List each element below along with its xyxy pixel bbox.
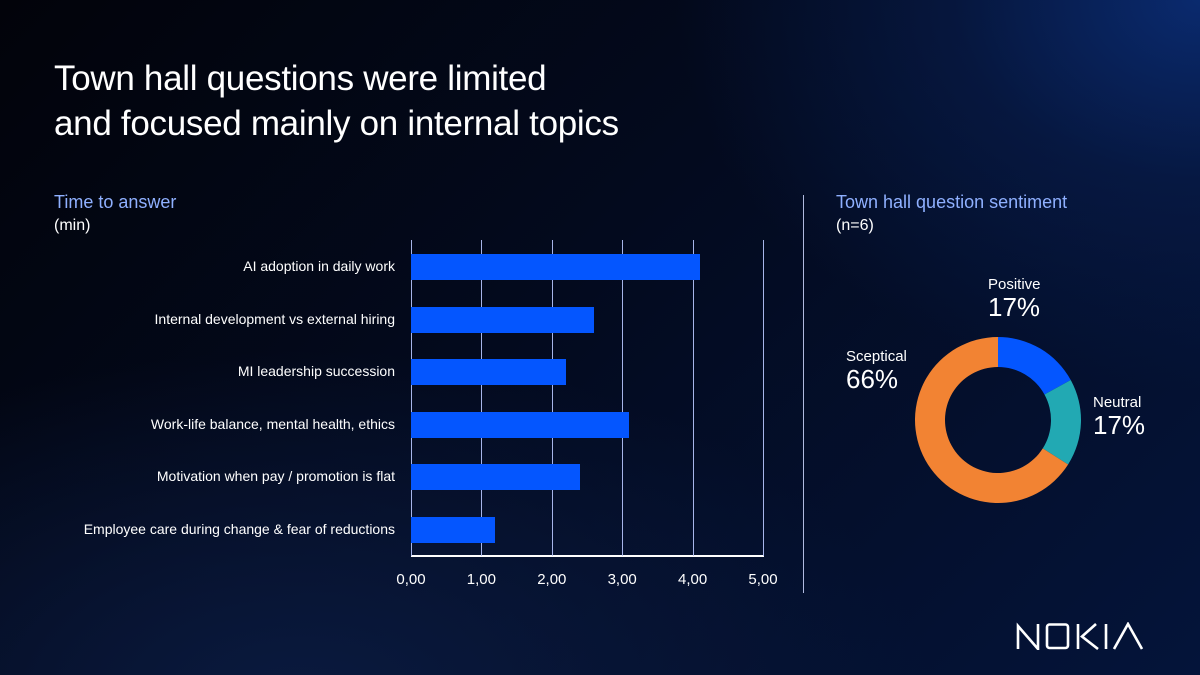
- bar-category-label: Internal development vs external hiring: [154, 310, 395, 327]
- slide-title: Town hall questions were limited and foc…: [54, 56, 619, 146]
- pie-label-positive-value: 17%: [988, 292, 1041, 322]
- bar: [411, 254, 700, 280]
- pie-label-sceptical-name: Sceptical: [846, 348, 907, 365]
- gridline: [481, 240, 482, 556]
- x-axis-line: [411, 555, 764, 557]
- pie-label-neutral-name: Neutral: [1093, 394, 1142, 411]
- slide-title-line-2: and focused mainly on internal topics: [54, 104, 619, 143]
- bar-category-label: Work-life balance, mental health, ethics: [150, 415, 395, 432]
- bar-category-label: AI adoption in daily work: [243, 258, 395, 274]
- bar-chart-title: Time to answer: [54, 192, 177, 212]
- gridline: [622, 240, 623, 556]
- panel-divider: [803, 195, 804, 593]
- bar: [411, 464, 580, 490]
- pie-label-positive: Positive 17%: [988, 276, 1041, 321]
- bar-chart-unit: (min): [54, 217, 91, 234]
- donut-chart-title: Town hall question sentiment: [836, 192, 1068, 212]
- nokia-logo-icon: [1016, 621, 1144, 653]
- pie-label-positive-name: Positive: [988, 276, 1041, 293]
- gridline: [411, 240, 412, 556]
- donut-svg: [915, 337, 1081, 503]
- pie-label-neutral: Neutral 17%: [1093, 394, 1145, 439]
- bar-category-label: MI leadership succession: [237, 363, 395, 379]
- donut-segment-positive: [998, 337, 1071, 395]
- gridline: [763, 240, 764, 556]
- donut-chart-subtitle: (n=6): [836, 217, 874, 234]
- x-axis-tick-label: 4,00: [677, 571, 708, 588]
- x-axis-tick-label: 5,00: [748, 571, 778, 588]
- bar: [411, 411, 629, 438]
- bar-chart: [411, 240, 764, 557]
- pie-label-neutral-value: 17%: [1093, 410, 1146, 440]
- x-axis-tick-label: 3,00: [607, 571, 637, 588]
- gridline: [552, 240, 553, 556]
- x-axis-tick-label: 0,00: [396, 571, 426, 588]
- donut-segment-neutral: [1042, 380, 1081, 465]
- nokia-logo: [1016, 621, 1144, 655]
- bar-category-label: Employee care during change & fear of re…: [83, 520, 395, 537]
- bar: [411, 516, 495, 543]
- gridline: [693, 240, 694, 556]
- slide-title-line-1: Town hall questions were limited: [54, 59, 547, 98]
- x-axis-tick-label: 1,00: [466, 571, 496, 588]
- pie-label-sceptical: Sceptical 66%: [846, 348, 907, 393]
- donut-segment-sceptical: [915, 337, 1069, 503]
- pie-label-sceptical-value: 66%: [846, 364, 899, 394]
- x-axis-tick-label: 2,00: [537, 571, 567, 588]
- bar: [411, 306, 594, 333]
- donut-chart: [915, 337, 1081, 503]
- bar-category-label: Motivation when pay / promotion is flat: [156, 468, 395, 484]
- bar: [411, 359, 566, 385]
